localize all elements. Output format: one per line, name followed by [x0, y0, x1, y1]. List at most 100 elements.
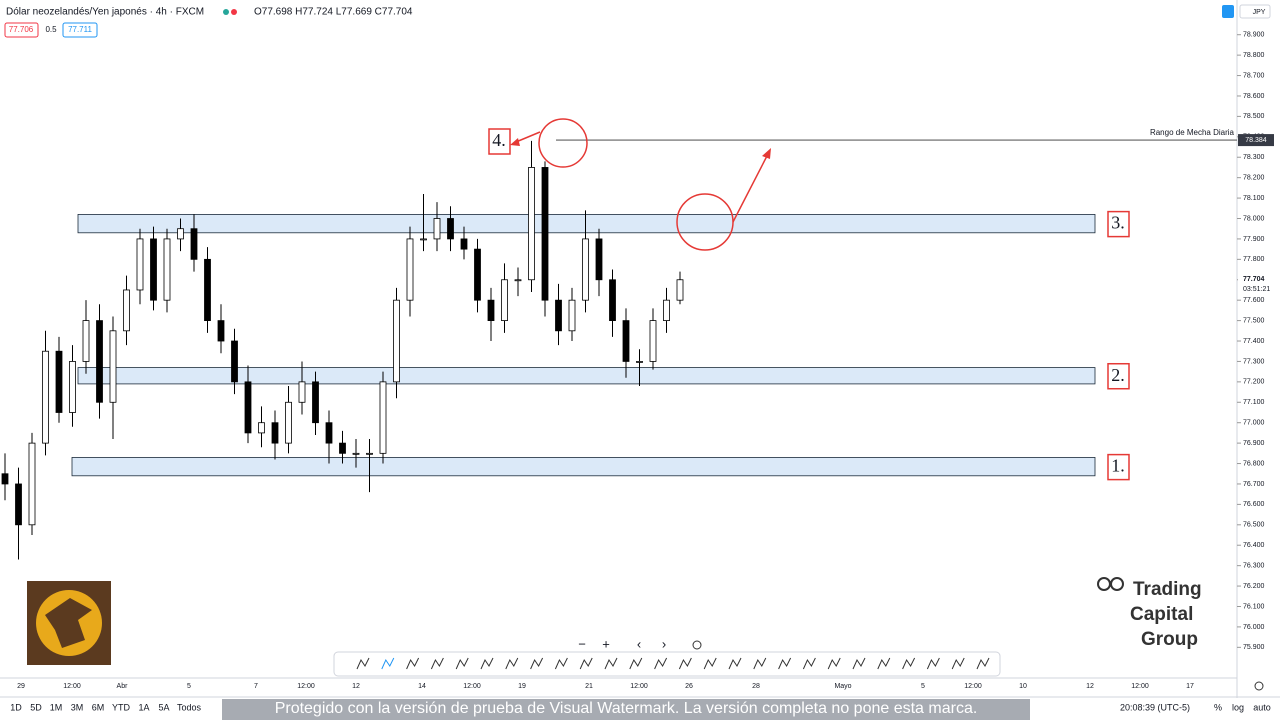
drawing-tool[interactable] [877, 657, 891, 670]
candle-body [123, 289, 130, 332]
y-tick-label: 77.600 [1243, 297, 1265, 304]
candle-body [663, 299, 670, 322]
level-name: Rango de Mecha Diaria [1150, 128, 1235, 137]
y-tick-label: 78.600 [1243, 93, 1265, 100]
x-tick-label: 5 [187, 683, 191, 690]
logo-text: Group [1141, 629, 1198, 650]
x-tick-label: 14 [418, 683, 426, 690]
zoom-out[interactable]: − [578, 636, 586, 651]
drawing-tool[interactable] [852, 657, 866, 670]
drawing-tool[interactable] [654, 657, 668, 670]
zone-label: 1. [1111, 456, 1125, 476]
settings-button[interactable] [1222, 5, 1234, 18]
candle-body [244, 381, 252, 434]
annotation-box [488, 128, 511, 155]
y-tick-label: 76.300 [1243, 562, 1265, 569]
candle-body [501, 279, 508, 322]
clock: 20:08:39 (UTC-5) [1120, 702, 1190, 712]
drawing-tool[interactable] [554, 657, 568, 670]
candle-body [568, 299, 576, 332]
candle-body [433, 218, 441, 240]
x-tick-label: 12 [352, 683, 360, 690]
bid-box[interactable] [4, 22, 39, 38]
x-tick-label: 12:00 [463, 683, 481, 690]
currency[interactable]: JPY [1253, 9, 1266, 16]
candle-body [582, 238, 589, 301]
drawing-tool[interactable] [926, 657, 940, 670]
x-tick-label: 5 [921, 683, 925, 690]
drawing-tool[interactable] [604, 657, 618, 670]
y-tick-label: 78.700 [1243, 72, 1265, 79]
y-tick-label: 76.700 [1243, 481, 1265, 488]
percent-toggle[interactable]: % [1214, 702, 1222, 712]
drawing-tool[interactable] [455, 657, 469, 670]
candle-body [379, 381, 387, 454]
drawing-tool[interactable] [678, 657, 692, 670]
candle-body [514, 279, 522, 282]
range-button[interactable]: 5D [30, 702, 42, 712]
drawing-tool[interactable] [703, 657, 717, 670]
range-button[interactable]: 5A [158, 702, 169, 712]
currency-box[interactable] [1239, 4, 1271, 19]
zone-label-box [1107, 453, 1130, 481]
range-button[interactable]: 1D [10, 702, 22, 712]
candle-body [312, 381, 319, 424]
axis-settings[interactable] [1254, 681, 1264, 691]
scroll-left[interactable]: ‹ [637, 636, 641, 651]
auto-toggle[interactable]: auto [1253, 702, 1271, 712]
drawing-tool[interactable] [827, 657, 841, 670]
drawing-tool[interactable] [530, 657, 544, 670]
drawing-tool[interactable] [951, 657, 965, 670]
range-button[interactable]: 1A [138, 702, 149, 712]
candle-body [636, 361, 643, 363]
drawing-tool[interactable] [381, 657, 395, 670]
range-button[interactable]: YTD [112, 702, 131, 712]
drawing-tool[interactable] [356, 657, 370, 670]
scroll-right[interactable]: › [662, 636, 666, 651]
y-tick-label: 77.400 [1243, 338, 1265, 345]
drawing-tool[interactable] [505, 657, 519, 670]
highlight-circle [538, 118, 588, 168]
candle-body [217, 320, 225, 342]
drawing-tool[interactable] [802, 657, 816, 670]
x-tick-label: Abr [117, 683, 129, 690]
drawing-tool[interactable] [728, 657, 742, 670]
watermark-bg [222, 699, 1030, 720]
drawing-tool[interactable] [778, 657, 792, 670]
ask-box[interactable] [62, 22, 98, 38]
range-button[interactable]: 1M [50, 702, 63, 712]
candle-body [271, 422, 279, 444]
drawing-tool[interactable] [430, 657, 444, 670]
candle-body [96, 320, 103, 403]
y-tick-label: 78.500 [1243, 113, 1265, 120]
countdown: 03:51:21 [1243, 286, 1270, 293]
y-tick-label: 76.900 [1243, 440, 1265, 447]
drawing-tool[interactable] [480, 657, 494, 670]
y-tick-label: 78.000 [1243, 215, 1265, 222]
drawing-tool[interactable] [902, 657, 916, 670]
reset-button[interactable] [692, 640, 702, 650]
drawing-tool[interactable] [753, 657, 767, 670]
range-button[interactable]: 6M [92, 702, 105, 712]
drawing-tool[interactable] [406, 657, 420, 670]
range-button[interactable]: Todos [177, 702, 202, 712]
candle-body [460, 238, 468, 250]
support-zone [71, 457, 1096, 477]
arrow-head [762, 148, 771, 159]
bid[interactable]: 77.706 [9, 25, 34, 34]
ask[interactable]: 77.711 [68, 25, 92, 34]
drawing-tool[interactable] [976, 657, 990, 670]
zoom-in[interactable]: + [602, 636, 610, 651]
y-tick-label: 77.200 [1243, 379, 1265, 386]
candle-body [285, 401, 292, 444]
log-toggle[interactable]: log [1232, 702, 1244, 712]
candle-body [55, 350, 63, 413]
drawing-tool[interactable] [629, 657, 643, 670]
x-tick-label: 12:00 [1131, 683, 1149, 690]
watermark: Protegido con la versión de prueba de Vi… [275, 700, 978, 717]
drawing-tool[interactable] [579, 657, 593, 670]
candle-body [339, 442, 346, 454]
last-price-box [1238, 272, 1274, 285]
candle-body [42, 350, 49, 444]
range-button[interactable]: 3M [71, 702, 84, 712]
